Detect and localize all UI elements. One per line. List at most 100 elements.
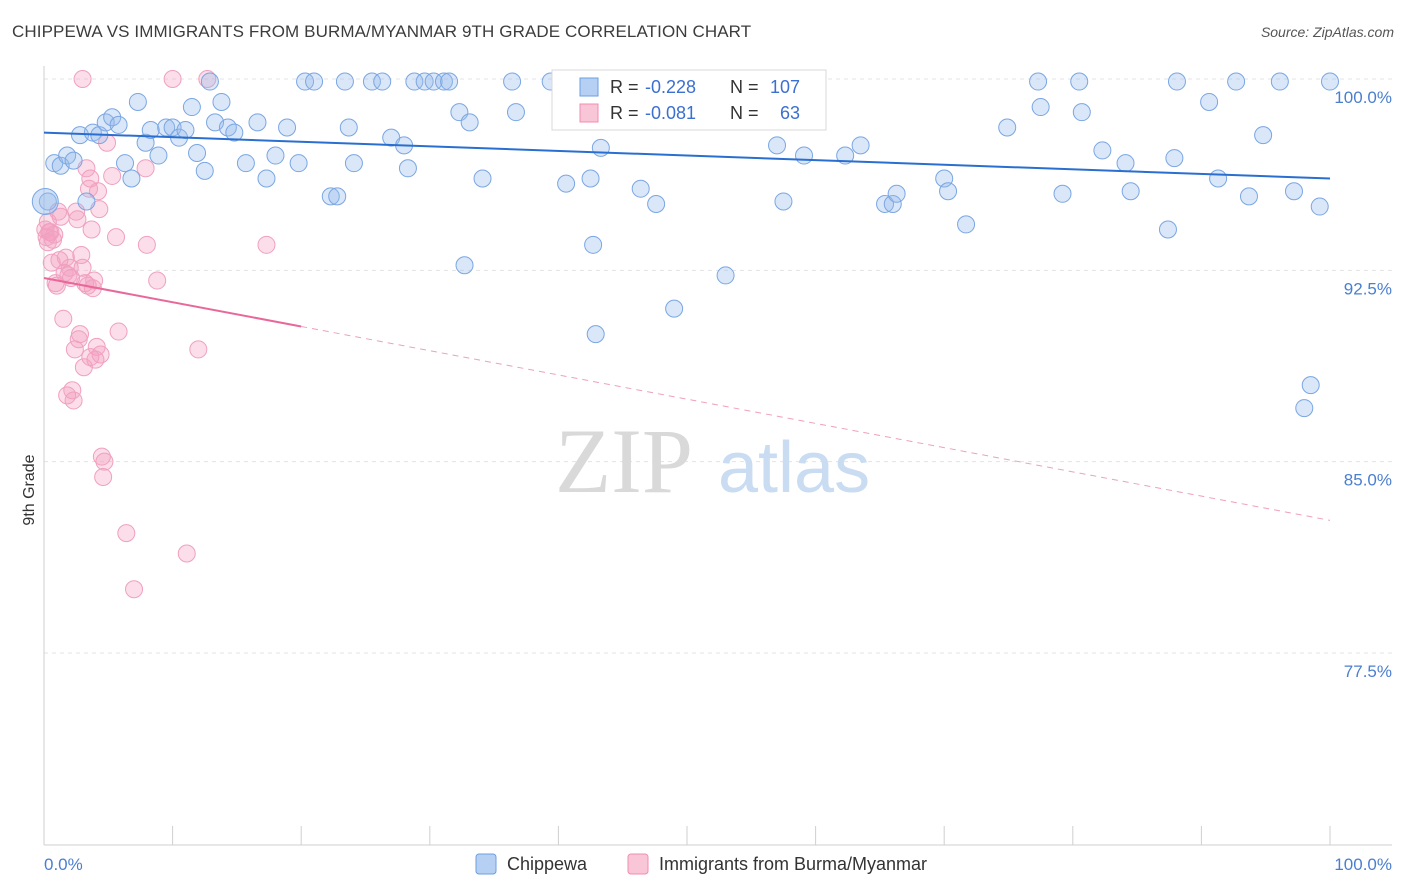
data-point-burma [38, 233, 57, 252]
data-point-chippewa [503, 72, 522, 91]
data-point-chippewa [1121, 182, 1140, 201]
data-point-burma [73, 70, 92, 88]
data-point-chippewa [584, 235, 603, 254]
data-point-chippewa [440, 72, 459, 91]
stats-box: R = -0.228 N = 107 R = -0.081 N = 63 [551, 69, 827, 131]
data-point-chippewa [581, 169, 600, 188]
y-tick-labels: 77.5% 85.0% 92.5% 100.0% [1334, 88, 1392, 681]
y-tick-label: 77.5% [1344, 662, 1392, 681]
data-point-burma [94, 467, 113, 486]
data-point-chippewa [1072, 103, 1091, 122]
stats-r-value-chippewa: -0.228 [645, 77, 696, 97]
data-point-chippewa [1158, 220, 1177, 239]
data-point-burma [71, 325, 90, 344]
data-point-burma [73, 258, 92, 277]
data-point-chippewa [335, 72, 354, 91]
data-point-burma [257, 235, 276, 254]
data-point-chippewa [141, 121, 160, 140]
stats-r-value-burma: -0.081 [645, 103, 696, 123]
data-point-chippewa [716, 266, 735, 285]
data-point-chippewa [296, 72, 315, 91]
data-point-chippewa [1270, 72, 1289, 91]
data-point-burma [59, 266, 78, 285]
legend-label-burma: Immigrants from Burma/Myanmar [659, 854, 927, 874]
data-point-burma [81, 348, 100, 367]
data-point-burma [163, 70, 182, 88]
data-point-chippewa [1310, 197, 1329, 216]
data-point-chippewa [1284, 182, 1303, 201]
stats-swatch-chippewa [579, 77, 599, 97]
data-point-chippewa [38, 192, 57, 211]
data-point-chippewa [424, 72, 443, 91]
trend-line-chippewa [43, 131, 1331, 180]
data-point-chippewa [1029, 72, 1048, 91]
data-point-burma [68, 210, 87, 229]
data-point-burma [137, 235, 156, 254]
data-point-chippewa [289, 154, 308, 173]
data-point-chippewa [1295, 399, 1314, 418]
data-point-burma [50, 251, 69, 270]
data-point-chippewa [768, 136, 787, 155]
data-point-chippewa [122, 169, 141, 188]
data-point-burma [92, 447, 111, 466]
data-point-chippewa [415, 72, 434, 91]
data-point-chippewa [1165, 149, 1184, 168]
data-point-chippewa [373, 72, 392, 91]
data-point-chippewa [212, 92, 231, 111]
data-point-chippewa [362, 72, 381, 91]
data-point-chippewa [405, 72, 424, 91]
data-point-chippewa [103, 108, 122, 127]
data-point-chippewa [506, 103, 525, 122]
y-tick-label: 100.0% [1334, 88, 1392, 107]
stats-r-label-chippewa: R = [610, 77, 639, 97]
data-point-chippewa [225, 123, 244, 142]
legend-label-chippewa: Chippewa [507, 854, 588, 874]
data-point-chippewa [257, 169, 276, 188]
data-point-burma [109, 322, 128, 341]
data-point-chippewa [64, 151, 83, 170]
data-point-chippewa [1031, 98, 1050, 117]
trend-lines [43, 131, 1331, 521]
data-point-chippewa [328, 187, 347, 206]
series-chippewa-points [31, 72, 1339, 418]
data-point-chippewa [887, 184, 906, 203]
data-point-burma [89, 182, 108, 201]
data-point-burma [189, 340, 208, 359]
trend-line-burma-extension [301, 325, 1331, 521]
data-point-chippewa [188, 143, 207, 162]
data-point-chippewa [176, 121, 195, 140]
data-point-burma [86, 350, 105, 369]
data-point-chippewa [77, 192, 96, 211]
data-point-burma [125, 580, 144, 599]
chart-title: CHIPPEWA VS IMMIGRANTS FROM BURMA/MYANMA… [12, 22, 752, 41]
y-axis-label: 9th Grade [21, 454, 38, 525]
data-point-chippewa [1167, 72, 1186, 91]
data-point-burma [177, 544, 196, 563]
data-point-burma [82, 220, 101, 239]
data-point-chippewa [1116, 154, 1135, 173]
data-point-chippewa [591, 138, 610, 157]
data-point-burma [91, 345, 110, 364]
data-point-burma [148, 271, 167, 290]
data-point-chippewa [182, 98, 201, 117]
data-point-burma [136, 159, 155, 178]
data-point-chippewa [883, 195, 902, 214]
data-point-chippewa [647, 195, 666, 214]
stats-n-value-chippewa: 107 [770, 77, 800, 97]
data-point-chippewa [836, 146, 855, 165]
data-point-chippewa [460, 113, 479, 132]
data-point-chippewa [398, 159, 417, 178]
data-point-burma [117, 524, 136, 543]
data-point-chippewa [455, 256, 474, 275]
trend-line-burma [43, 277, 302, 328]
data-point-chippewa [200, 72, 219, 91]
data-point-chippewa [631, 179, 650, 198]
watermark: ZIP atlas [555, 410, 870, 512]
legend-swatch-burma [627, 853, 649, 875]
data-point-burma [72, 246, 91, 265]
data-point-chippewa [128, 92, 147, 111]
data-point-chippewa [236, 154, 255, 173]
data-point-burma [45, 225, 64, 244]
data-point-chippewa [795, 146, 814, 165]
data-point-chippewa [1301, 376, 1320, 395]
